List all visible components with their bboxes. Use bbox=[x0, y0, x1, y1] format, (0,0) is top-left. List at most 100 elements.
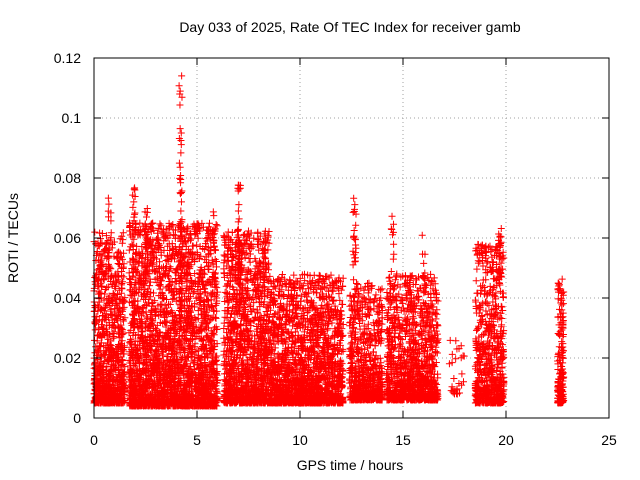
data-point bbox=[103, 296, 111, 304]
data-point bbox=[93, 337, 101, 345]
data-point bbox=[116, 372, 124, 380]
data-point bbox=[120, 249, 128, 257]
data-point bbox=[98, 352, 106, 360]
data-point bbox=[114, 317, 122, 325]
data-point bbox=[116, 295, 124, 303]
data-point bbox=[193, 241, 201, 249]
data-point bbox=[114, 340, 122, 348]
data-point bbox=[105, 351, 113, 359]
data-point bbox=[118, 267, 126, 275]
data-point bbox=[101, 307, 109, 315]
data-point bbox=[246, 258, 254, 266]
data-point bbox=[95, 303, 103, 311]
data-point bbox=[95, 288, 103, 296]
data-point bbox=[98, 333, 106, 341]
data-point bbox=[102, 232, 110, 240]
data-point bbox=[212, 221, 220, 229]
data-point bbox=[100, 394, 108, 402]
data-point bbox=[91, 364, 99, 372]
data-point bbox=[117, 377, 125, 385]
data-point bbox=[120, 385, 128, 393]
data-point bbox=[102, 272, 110, 280]
data-point bbox=[108, 281, 116, 289]
data-point bbox=[158, 300, 166, 308]
data-point bbox=[118, 347, 126, 355]
data-point bbox=[100, 276, 108, 284]
data-point bbox=[108, 296, 116, 304]
data-point bbox=[111, 284, 119, 292]
data-point bbox=[102, 310, 110, 318]
data-point bbox=[97, 263, 105, 271]
data-point bbox=[101, 303, 109, 311]
data-point bbox=[115, 370, 123, 378]
data-point bbox=[107, 361, 115, 369]
data-point bbox=[118, 239, 126, 247]
data-point bbox=[113, 249, 121, 257]
data-point bbox=[116, 328, 124, 336]
data-point bbox=[116, 235, 124, 243]
data-point bbox=[201, 289, 209, 297]
data-point bbox=[91, 320, 99, 328]
data-point bbox=[108, 377, 116, 385]
data-point bbox=[97, 358, 105, 366]
data-point bbox=[118, 337, 126, 345]
data-point bbox=[116, 309, 124, 317]
data-point bbox=[119, 330, 127, 338]
data-point bbox=[95, 392, 103, 400]
data-point bbox=[103, 339, 111, 347]
data-point bbox=[97, 256, 105, 264]
data-point bbox=[114, 356, 122, 364]
data-point bbox=[95, 342, 103, 350]
data-point bbox=[117, 253, 125, 261]
data-point bbox=[224, 257, 232, 265]
data-point bbox=[115, 307, 123, 315]
data-point bbox=[119, 398, 127, 406]
data-point bbox=[103, 382, 111, 390]
data-point bbox=[228, 257, 236, 265]
data-point bbox=[107, 274, 115, 282]
data-point bbox=[100, 324, 108, 332]
chart-title: Day 033 of 2025, Rate Of TEC Index for r… bbox=[179, 19, 521, 35]
data-point bbox=[92, 343, 100, 351]
data-point bbox=[91, 228, 99, 236]
data-point bbox=[109, 370, 117, 378]
data-point bbox=[99, 311, 107, 319]
data-point bbox=[107, 341, 115, 349]
data-point bbox=[110, 277, 118, 285]
data-point bbox=[103, 284, 111, 292]
data-point bbox=[118, 280, 126, 288]
data-point bbox=[205, 219, 213, 227]
data-point bbox=[97, 332, 105, 340]
data-point bbox=[100, 378, 108, 386]
data-point bbox=[109, 388, 117, 396]
data-point bbox=[103, 325, 111, 333]
data-point bbox=[98, 252, 106, 260]
data-point bbox=[156, 220, 164, 228]
data-point bbox=[113, 350, 121, 358]
data-point bbox=[114, 260, 122, 268]
data-point bbox=[93, 346, 101, 354]
data-point bbox=[104, 314, 112, 322]
data-point bbox=[119, 278, 127, 286]
data-point bbox=[113, 300, 121, 308]
data-point bbox=[119, 315, 127, 323]
data-point bbox=[91, 304, 99, 312]
data-point bbox=[170, 231, 178, 239]
data-point bbox=[114, 378, 122, 386]
data-point bbox=[114, 324, 122, 332]
data-point bbox=[105, 292, 113, 300]
data-point bbox=[110, 322, 118, 330]
data-point bbox=[109, 357, 117, 365]
data-point bbox=[101, 290, 109, 298]
data-point bbox=[109, 289, 117, 297]
data-point bbox=[110, 238, 118, 246]
data-point bbox=[104, 283, 112, 291]
data-point bbox=[120, 344, 128, 352]
data-point bbox=[113, 396, 121, 404]
data-point bbox=[93, 367, 101, 375]
data-point bbox=[227, 270, 235, 278]
data-point bbox=[120, 273, 128, 281]
data-point bbox=[119, 305, 127, 313]
data-point bbox=[109, 346, 117, 354]
data-point bbox=[97, 384, 105, 392]
